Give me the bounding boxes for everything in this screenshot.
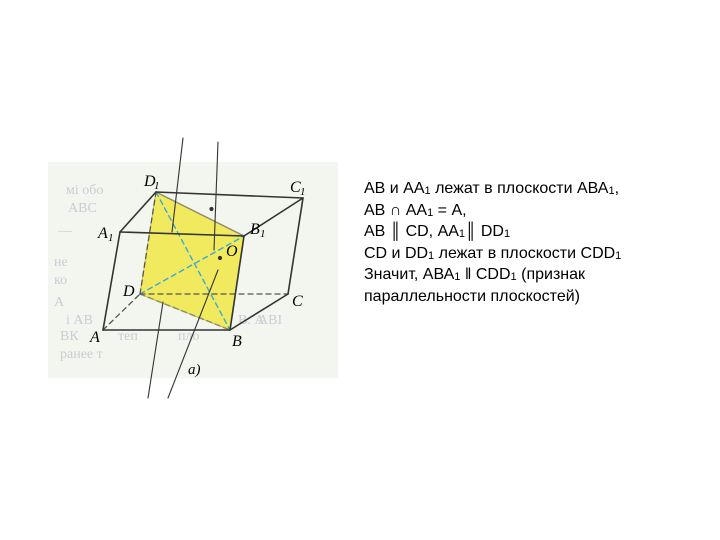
svg-text:А: А: [54, 295, 65, 310]
svg-text:і АВ: і АВ: [66, 313, 93, 328]
proof-line: параллельности плоскостей): [364, 286, 621, 308]
parallelepiped-diagram: мі обоАВС__некоАі АВВКтепранее тВ. АплоA…: [48, 130, 348, 410]
svg-text:теп: теп: [118, 329, 138, 344]
svg-text:АВС: АВС: [68, 201, 97, 216]
svg-text:1: 1: [154, 180, 160, 192]
proof-line: АВ ∩ АА1 = А,: [364, 200, 621, 222]
svg-text:ВК: ВК: [60, 329, 79, 344]
svg-text:1: 1: [108, 232, 114, 244]
diagram-container: мі обоАВС__некоАі АВВКтепранее тВ. АплоA…: [48, 130, 348, 410]
page: мі обоАВС__некоАі АВВКтепранее тВ. АплоA…: [0, 0, 720, 540]
svg-text:A: A: [89, 329, 100, 346]
svg-text:B: B: [232, 333, 242, 350]
svg-text:D: D: [122, 283, 135, 300]
svg-text:1: 1: [260, 228, 266, 240]
svg-text:ранее т: ранее т: [60, 347, 103, 362]
proof-line: СD и DD1 лежат в плоскости СDD1: [364, 243, 621, 265]
svg-text:мі обо: мі обо: [66, 183, 103, 198]
svg-text:ко: ко: [54, 273, 67, 288]
svg-text:C: C: [292, 293, 303, 310]
svg-text:1: 1: [300, 186, 306, 198]
svg-text:__: __: [57, 219, 73, 234]
svg-text:O: O: [226, 243, 238, 260]
svg-text:не: не: [54, 255, 68, 270]
svg-text:пло: пло: [178, 329, 199, 344]
proof-line: АВ и АА1 лежат в плоскости АВА1,: [364, 178, 621, 200]
proof-text: АВ и АА1 лежат в плоскости АВА1,АВ ∩ АА1…: [364, 178, 621, 308]
svg-text:B: B: [250, 221, 260, 238]
svg-text:ABI: ABI: [258, 313, 282, 328]
proof-line: Значит, АВА1 ‖ СDD1 (признак: [364, 264, 621, 286]
svg-text:A: A: [97, 225, 108, 242]
proof-line: АВ ║ СD, АА1║ DD1: [364, 221, 621, 243]
figure-caption: a): [188, 362, 201, 378]
